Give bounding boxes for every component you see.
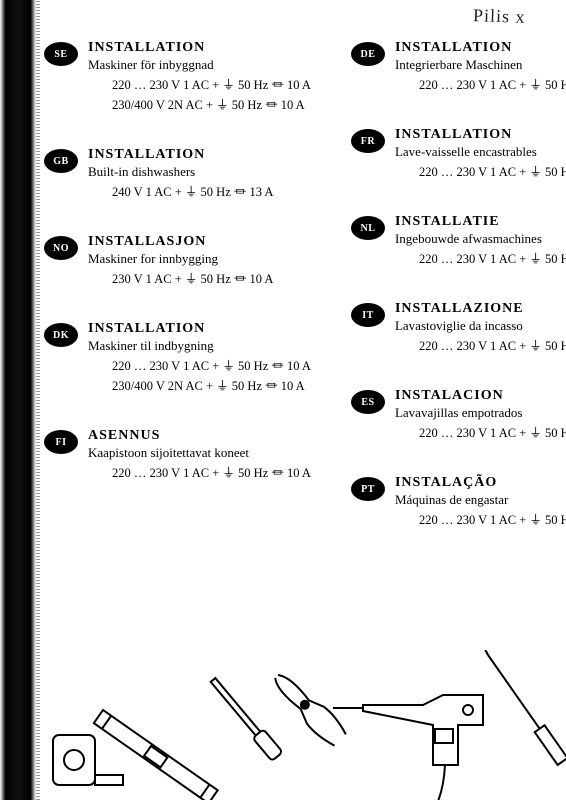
country-badge: FR: [351, 129, 385, 153]
spec-line: 220 … 230 V 1 AC + ⏚ 50 Hz ⏛ 10 A: [88, 355, 311, 374]
language-entry: SE INSTALLATIONMaskiner för inbyggnad220 …: [44, 40, 311, 113]
language-entry: DE INSTALLATIONIntegrierbare Maschinen220…: [351, 40, 566, 93]
entry-subtitle: Lavavajillas empotrados: [395, 405, 566, 421]
language-entry: NL INSTALLATIEIngebouwde afwasmachines220…: [351, 214, 566, 267]
entry-subtitle: Lavastoviglie da incasso: [395, 318, 566, 334]
country-badge: IT: [351, 303, 385, 327]
spec-line: 240 V 1 AC + ⏚ 50 Hz ⏛ 13 A: [88, 181, 311, 200]
spec-line: 220 … 230 V 1 AC + ⏚ 50 Hz ⏛ 16 A: [395, 509, 566, 528]
country-badge: DK: [44, 323, 78, 347]
handwritten-note: Pilis x: [473, 5, 526, 28]
language-entry: FR INSTALLATIONLave-vaisselle encastrable…: [351, 127, 566, 180]
entry-text: INSTALLATIONIntegrierbare Maschinen220 ……: [395, 40, 566, 93]
left-column: SEINSTALLATIONMaskiner för inbyggnad220 …: [44, 40, 311, 800]
entry-subtitle: Maskiner for innbygging: [88, 251, 311, 267]
country-badge: ES: [351, 390, 385, 414]
entry-title: INSTALLATION: [88, 321, 311, 337]
spec-line: 220 … 230 V 1 AC + ⏚ 50 Hz ⏛ 16 A: [395, 74, 566, 93]
entry-title: INSTALLATIE: [395, 214, 566, 230]
entry-text: INSTALLATIONMaskiner til indbygning220 ……: [88, 321, 311, 394]
spec-line: 230/400 V 2N AC + ⏚ 50 Hz ⏛ 10 A: [88, 94, 311, 113]
right-column: DEINSTALLATIONIntegrierbare Maschinen220…: [351, 40, 566, 800]
country-badge: NL: [351, 216, 385, 240]
country-badge: DE: [351, 42, 385, 66]
spec-line: 220 … 230 V 1 AC + ⏚ 50 Hz ⏛ 10 A: [395, 335, 566, 354]
spec-line: 220 … 230 V 1 AC + ⏚ 50 Hz ⏛ 10 A: [88, 462, 311, 481]
entry-subtitle: Built-in dishwashers: [88, 164, 311, 180]
entry-title: INSTALLAZIONE: [395, 301, 566, 317]
country-badge: GB: [44, 149, 78, 173]
language-entry: FI ASENNUSKaapistoon sijoitettavat koneet…: [44, 428, 311, 481]
entry-title: ASENNUS: [88, 428, 311, 444]
language-entry: GB INSTALLATIONBuilt-in dishwashers240 V …: [44, 147, 311, 200]
entry-title: INSTALLATION: [88, 147, 311, 163]
entry-text: ASENNUSKaapistoon sijoitettavat koneet22…: [88, 428, 311, 481]
spec-line: 220 … 230 V 1 AC + ⏚ 50 Hz ⏛ 16 A: [395, 248, 566, 267]
spec-line: 220 … 230 V 1 AC + ⏚ 50 Hz ⏛ 16 A: [395, 422, 566, 441]
entry-title: INSTALACION: [395, 388, 566, 404]
spec-line: 230/400 V 2N AC + ⏚ 50 Hz ⏛ 10 A: [88, 375, 311, 394]
language-entry: NO INSTALLASJONMaskiner for innbygging230…: [44, 234, 311, 287]
entry-title: INSTALLATION: [395, 40, 566, 56]
spec-line: 230 V 1 AC + ⏚ 50 Hz ⏛ 10 A: [88, 268, 311, 287]
language-entry: PT INSTALAÇÃOMáquinas de engastar220 … 23…: [351, 475, 566, 528]
entry-text: INSTALLATIONBuilt-in dishwashers240 V 1 …: [88, 147, 311, 200]
entry-subtitle: Maskiner til indbygning: [88, 338, 311, 354]
entry-text: INSTALLATIONMaskiner för inbyggnad220 … …: [88, 40, 311, 113]
entry-title: INSTALLASJON: [88, 234, 311, 250]
country-badge: FI: [44, 430, 78, 454]
entry-text: INSTALLATIONLave-vaisselle encastrables2…: [395, 127, 566, 180]
language-entry: DK INSTALLATIONMaskiner til indbygning220…: [44, 321, 311, 394]
entry-subtitle: Integrierbare Maschinen: [395, 57, 566, 73]
country-badge: SE: [44, 42, 78, 66]
entry-title: INSTALLATION: [88, 40, 311, 56]
spec-line: 220 … 230 V 1 AC + ⏚ 50 Hz ⏛ 10 A: [88, 74, 311, 93]
entry-subtitle: Kaapistoon sijoitettavat koneet: [88, 445, 311, 461]
entry-text: INSTALLASJONMaskiner for innbygging230 V…: [88, 234, 311, 287]
entry-subtitle: Maskiner för inbyggnad: [88, 57, 311, 73]
entry-subtitle: Máquinas de engastar: [395, 492, 566, 508]
entry-subtitle: Ingebouwde afwasmachines: [395, 231, 566, 247]
entry-text: INSTALLAZIONELavastoviglie da incasso220…: [395, 301, 566, 354]
entry-subtitle: Lave-vaisselle encastrables: [395, 144, 566, 160]
book-spine: [0, 0, 36, 800]
country-badge: NO: [44, 236, 78, 260]
language-entry: ES INSTALACIONLavavajillas empotrados220 …: [351, 388, 566, 441]
spec-line: 220 … 230 V 1 AC + ⏚ 50 Hz ⏛ 16 A: [395, 161, 566, 180]
country-badge: PT: [351, 477, 385, 501]
entry-title: INSTALAÇÃO: [395, 475, 566, 491]
entry-text: INSTALACIONLavavajillas empotrados220 … …: [395, 388, 566, 441]
page-content: SEINSTALLATIONMaskiner för inbyggnad220 …: [44, 40, 556, 800]
language-entry: IT INSTALLAZIONELavastoviglie da incasso2…: [351, 301, 566, 354]
entry-text: INSTALAÇÃOMáquinas de engastar220 … 230 …: [395, 475, 566, 528]
entry-text: INSTALLATIEIngebouwde afwasmachines220 ……: [395, 214, 566, 267]
entry-title: INSTALLATION: [395, 127, 566, 143]
